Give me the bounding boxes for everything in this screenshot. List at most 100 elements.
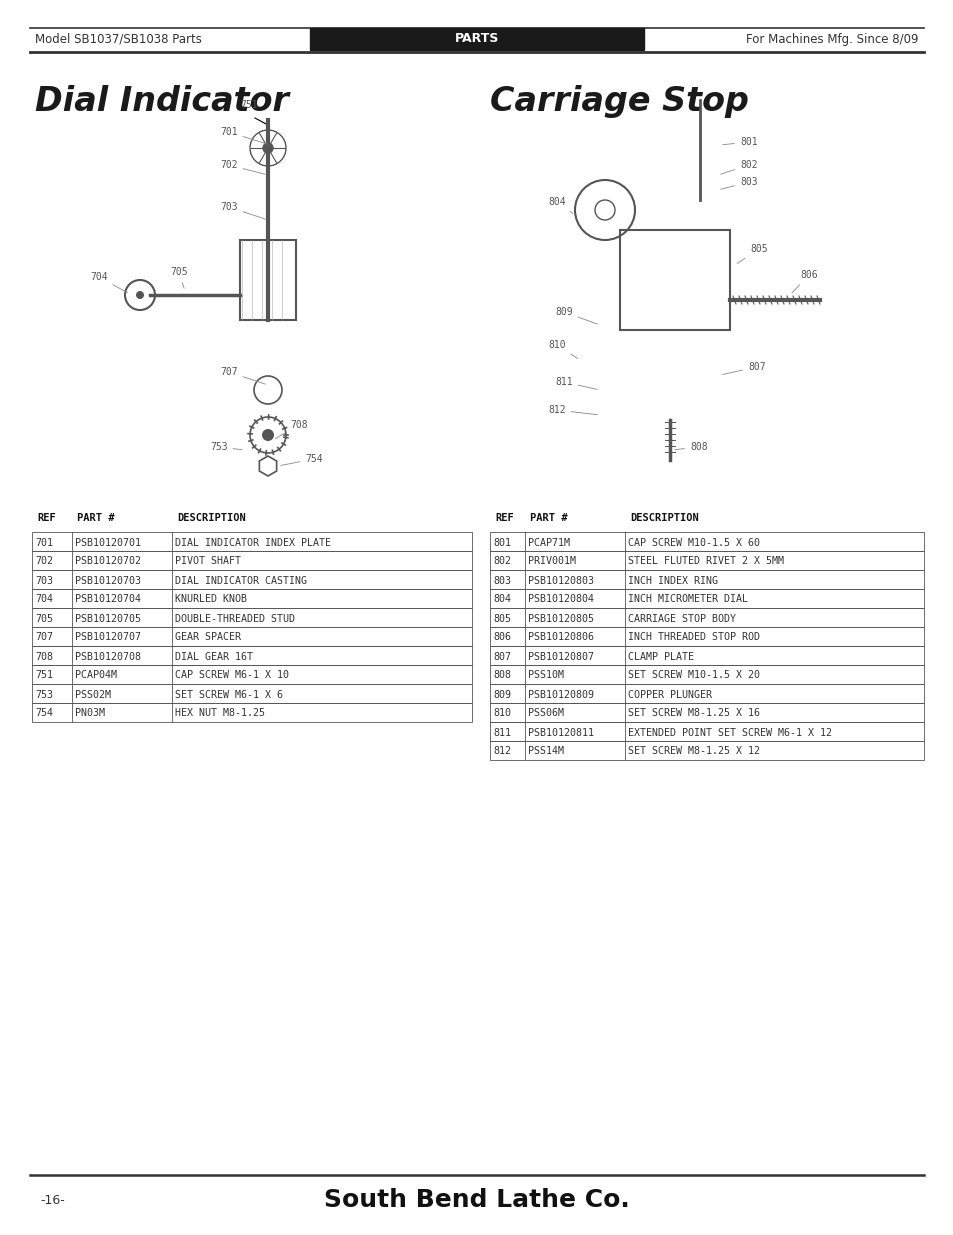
Text: 705: 705 [170,267,188,288]
Text: Dial Indicator: Dial Indicator [35,85,289,119]
Text: 754: 754 [280,454,322,466]
Text: 702: 702 [35,557,53,567]
Text: REF: REF [495,513,514,522]
Text: PCAP71M: PCAP71M [527,537,569,547]
Text: EXTENDED POINT SET SCREW M6-1 X 12: EXTENDED POINT SET SCREW M6-1 X 12 [627,727,831,737]
Text: 801: 801 [493,537,511,547]
Text: PSS06M: PSS06M [527,709,563,719]
Text: 702: 702 [220,161,265,174]
Text: GEAR SPACER: GEAR SPACER [174,632,241,642]
Text: 808: 808 [674,442,707,452]
Text: 701: 701 [220,127,267,144]
Text: INCH INDEX RING: INCH INDEX RING [627,576,718,585]
Text: Carriage Stop: Carriage Stop [490,85,748,119]
Text: 804: 804 [493,594,511,604]
Text: -16-: -16- [40,1193,65,1207]
Bar [490,741,923,760]
Circle shape [263,143,273,153]
Text: PSB10120705: PSB10120705 [75,614,141,624]
Text: PSB10120702: PSB10120702 [75,557,141,567]
Text: DIAL INDICATOR CASTING: DIAL INDICATOR CASTING [174,576,307,585]
Text: PSB10120804: PSB10120804 [527,594,594,604]
Text: 805: 805 [737,245,767,263]
Text: 807: 807 [493,652,511,662]
Text: PARTS: PARTS [455,32,498,46]
Bar [490,589,923,608]
Bar [32,589,472,608]
Text: PN03M: PN03M [75,709,105,719]
Text: 802: 802 [720,161,757,174]
Text: DESCRIPTION: DESCRIPTION [629,513,698,522]
Text: 704: 704 [90,272,128,293]
Text: 803: 803 [720,177,757,189]
Text: SET SCREW M8-1.25 X 16: SET SCREW M8-1.25 X 16 [627,709,760,719]
Text: 707: 707 [220,367,265,384]
Text: 703: 703 [220,203,265,219]
Text: PSS10M: PSS10M [527,671,563,680]
Text: SET SCREW M6-1 X 6: SET SCREW M6-1 X 6 [174,689,283,699]
Circle shape [262,429,274,441]
Text: SET SCREW M8-1.25 X 12: SET SCREW M8-1.25 X 12 [627,746,760,757]
Bar [490,664,923,684]
Text: COPPER PLUNGER: COPPER PLUNGER [627,689,711,699]
Text: KNURLED KNOB: KNURLED KNOB [174,594,247,604]
Bar [32,608,472,627]
Text: INCH MICROMETER DIAL: INCH MICROMETER DIAL [627,594,747,604]
Text: 751: 751 [240,100,257,110]
Text: CAP SCREW M10-1.5 X 60: CAP SCREW M10-1.5 X 60 [627,537,760,547]
Bar [240,240,295,320]
Text: PART #: PART # [530,513,567,522]
Text: 708: 708 [35,652,53,662]
Text: PSB10120809: PSB10120809 [527,689,594,699]
Text: PSB10120701: PSB10120701 [75,537,141,547]
Text: 804: 804 [547,198,572,214]
Text: PSB10120805: PSB10120805 [527,614,594,624]
Bar [490,532,923,551]
Text: 812: 812 [547,405,597,415]
Text: PIVOT SHAFT: PIVOT SHAFT [174,557,241,567]
Bar [310,28,643,49]
Text: PSB10120806: PSB10120806 [527,632,594,642]
Text: 806: 806 [493,632,511,642]
Text: PSB10120807: PSB10120807 [527,652,594,662]
Text: 809: 809 [493,689,511,699]
Text: PSS02M: PSS02M [75,689,111,699]
Text: 811: 811 [555,377,597,389]
Text: 809: 809 [555,308,597,324]
Text: Model SB1037/SB1038 Parts: Model SB1037/SB1038 Parts [35,32,202,46]
Text: PART #: PART # [77,513,114,522]
Text: 805: 805 [493,614,511,624]
Text: HEX NUT M8-1.25: HEX NUT M8-1.25 [174,709,265,719]
Text: 801: 801 [722,137,757,147]
Text: 708: 708 [275,420,307,438]
Text: PSS14M: PSS14M [527,746,563,757]
Bar [490,551,923,571]
Text: PRIV001M: PRIV001M [527,557,576,567]
Bar [490,646,923,664]
Text: STEEL FLUTED RIVET 2 X 5MM: STEEL FLUTED RIVET 2 X 5MM [627,557,783,567]
Text: 703: 703 [35,576,53,585]
Text: CAP SCREW M6-1 X 10: CAP SCREW M6-1 X 10 [174,671,289,680]
Bar [490,627,923,646]
Bar [32,664,472,684]
Text: DESCRIPTION: DESCRIPTION [177,513,246,522]
Bar [32,703,472,722]
Bar [32,532,472,551]
Text: CARRIAGE STOP BODY: CARRIAGE STOP BODY [627,614,735,624]
Text: 811: 811 [493,727,511,737]
Text: INCH THREADED STOP ROD: INCH THREADED STOP ROD [627,632,760,642]
Bar [32,684,472,703]
Text: PSB10120803: PSB10120803 [527,576,594,585]
Text: 802: 802 [493,557,511,567]
Text: PSB10120704: PSB10120704 [75,594,141,604]
Text: 812: 812 [493,746,511,757]
Text: PSB10120703: PSB10120703 [75,576,141,585]
Text: DIAL INDICATOR INDEX PLATE: DIAL INDICATOR INDEX PLATE [174,537,331,547]
Bar [490,703,923,722]
Bar [490,722,923,741]
Bar [32,551,472,571]
Text: CLAMP PLATE: CLAMP PLATE [627,652,693,662]
Text: For Machines Mfg. Since 8/09: For Machines Mfg. Since 8/09 [745,32,918,46]
Text: 810: 810 [547,340,578,358]
Text: PCAP04M: PCAP04M [75,671,117,680]
